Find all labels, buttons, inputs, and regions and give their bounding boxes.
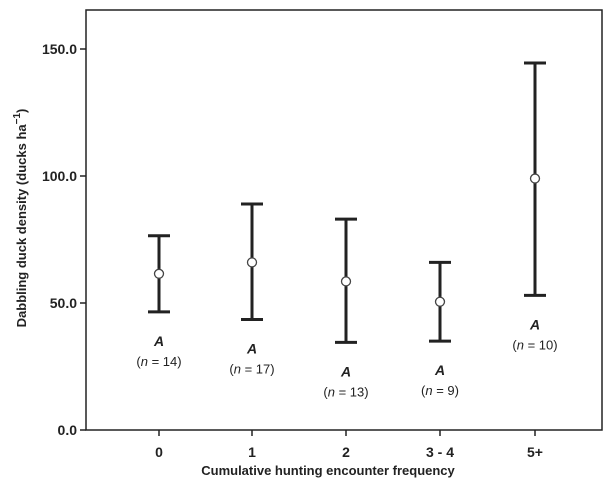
x-tick-label: 5+ <box>527 444 543 460</box>
mean-point <box>529 173 541 184</box>
sample-size-label: (n = 9) <box>421 383 459 398</box>
y-tick-label: 0.0 <box>58 422 78 438</box>
sample-size-label: (n = 13) <box>323 384 368 399</box>
y-axis-title-main: Dabbling duck density (ducks ha <box>14 124 29 328</box>
x-axis: 0 1 2 3 - 4 5+ <box>155 430 543 460</box>
mean-point <box>340 276 352 287</box>
sample-size-label: (n = 10) <box>512 337 557 352</box>
significance-annotations: A (n = 14) A (n = 17) A (n = 13) A (n = 9) A (n =… <box>136 316 557 399</box>
y-tick-label: 100.0 <box>42 168 77 184</box>
mean-point <box>153 268 165 279</box>
x-tick-label: 1 <box>248 444 256 460</box>
error-bars <box>148 61 546 344</box>
y-axis-title-close: ) <box>14 109 29 113</box>
plot-frame <box>85 9 603 431</box>
y-tick-label: 50.0 <box>50 295 77 311</box>
significance-letter: A <box>246 341 257 357</box>
significance-letter: A <box>434 362 445 378</box>
mean-point <box>434 296 446 307</box>
y-tick-label: 150.0 <box>42 41 77 57</box>
x-tick-label: 0 <box>155 444 163 460</box>
y-axis-title-superscript: −1 <box>12 113 23 125</box>
x-tick-label: 3 - 4 <box>426 444 454 460</box>
significance-letter: A <box>529 316 540 332</box>
x-tick-label: 2 <box>342 444 350 460</box>
x-axis-title: Cumulative hunting encounter frequency <box>201 463 455 478</box>
sample-size-label: (n = 14) <box>136 354 181 369</box>
y-axis-title: Dabbling duck density (ducks ha−1) <box>12 109 29 328</box>
significance-letter: A <box>340 363 351 379</box>
significance-letter: A <box>153 333 164 349</box>
y-axis: 0.0 50.0 100.0 150.0 <box>42 41 86 438</box>
mean-point <box>246 257 258 268</box>
sample-size-label: (n = 17) <box>229 362 274 377</box>
